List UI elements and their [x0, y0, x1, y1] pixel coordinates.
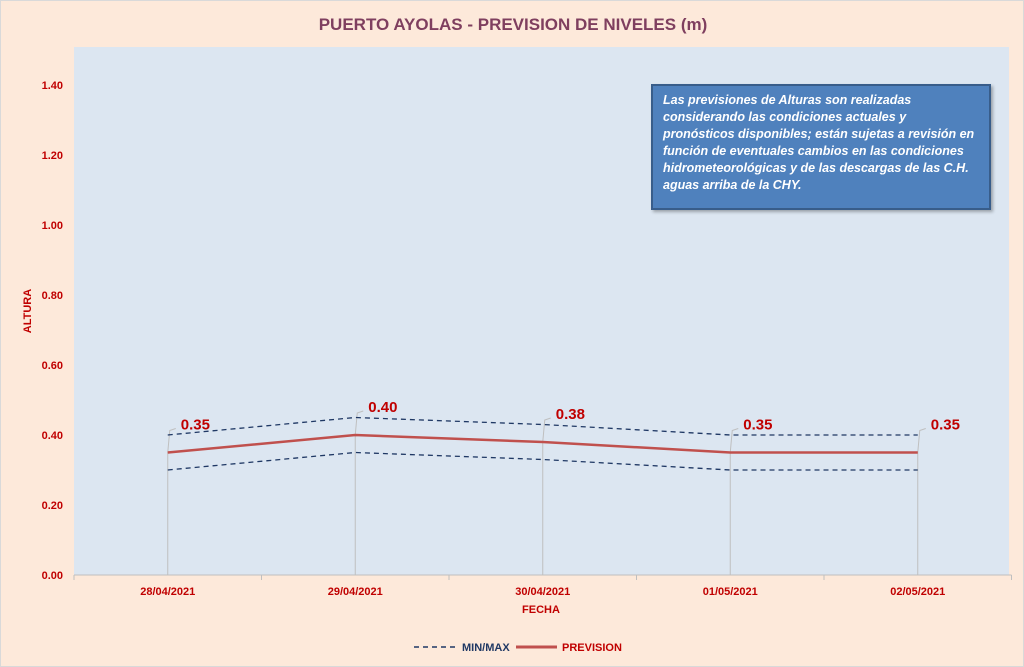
y-tick-label: 0.00 [42, 570, 63, 582]
disclaimer-note: Las previsiones de Alturas son realizada… [651, 84, 991, 210]
y-tick-label: 0.20 [42, 500, 63, 512]
data-label-leader [917, 428, 926, 575]
data-label-leader [542, 417, 551, 575]
data-label-leader [729, 428, 739, 575]
data-label: 0.38 [556, 406, 585, 423]
y-tick-label: 1.40 [42, 80, 63, 92]
y-tick-label: 1.20 [42, 150, 63, 162]
y-tick-label: 0.80 [42, 290, 63, 302]
data-label: 0.40 [368, 399, 397, 416]
legend-prevision-label: PREVISION [562, 642, 622, 654]
x-tick-label: 28/04/2021 [140, 586, 195, 598]
y-tick-label: 0.60 [42, 360, 63, 372]
x-tick-label: 29/04/2021 [328, 586, 383, 598]
y-axis-label: ALTURA [22, 289, 34, 333]
chart-title: PUERTO AYOLAS - PREVISION DE NIVELES (m) [319, 15, 708, 34]
legend-minmax-label: MIN/MAX [462, 642, 510, 654]
data-label: 0.35 [181, 417, 210, 434]
y-tick-label: 0.40 [42, 430, 63, 442]
data-label-leader [167, 428, 176, 575]
data-label-leader [354, 410, 364, 575]
x-axis-label: FECHA [522, 604, 560, 616]
y-tick-label: 1.00 [42, 220, 63, 232]
legend: MIN/MAX PREVISION [414, 642, 622, 654]
x-tick-label: 02/05/2021 [890, 586, 945, 598]
data-label: 0.35 [743, 417, 772, 434]
x-tick-label: 30/04/2021 [515, 586, 570, 598]
data-label: 0.35 [931, 417, 960, 434]
x-tick-label: 01/05/2021 [703, 586, 758, 598]
